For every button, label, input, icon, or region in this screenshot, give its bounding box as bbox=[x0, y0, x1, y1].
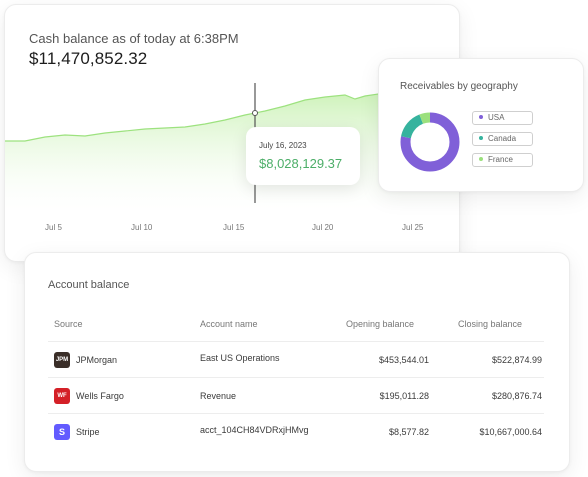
closing-balance: $10,667,000.64 bbox=[479, 427, 542, 437]
legend-dot-icon bbox=[479, 135, 483, 140]
donut-slice-france[interactable] bbox=[400, 112, 460, 172]
closing-balance: $522,874.99 bbox=[491, 355, 542, 365]
x-tick-label: Jul 10 bbox=[131, 223, 153, 232]
legend-item-france[interactable]: France bbox=[472, 153, 533, 167]
account-name: East US Operations bbox=[200, 353, 280, 363]
account-balance-card: Account balance Source Account name Open… bbox=[24, 252, 570, 472]
chart-tooltip: July 16, 2023 $8,028,129.37 bbox=[246, 127, 360, 185]
source-name: Stripe bbox=[76, 427, 100, 437]
column-header-source[interactable]: Source bbox=[54, 319, 83, 329]
legend-dot-icon bbox=[479, 114, 483, 119]
hover-point[interactable] bbox=[252, 110, 258, 116]
x-axis-ticks: Jul 5 Jul 10 Jul 15 Jul 20 Jul 25 bbox=[45, 223, 424, 232]
column-header-closing-balance[interactable]: Closing balance bbox=[458, 319, 523, 329]
cash-balance-title: Cash balance as of today at 6:38PM bbox=[29, 31, 239, 46]
table-row[interactable]: JPM JPMorgan East US Operations $453,544… bbox=[48, 341, 544, 377]
x-tick-label: Jul 15 bbox=[223, 223, 245, 232]
account-name: Revenue bbox=[200, 391, 237, 401]
opening-balance: $8,577.82 bbox=[388, 427, 429, 437]
table-row[interactable]: WF Wells Fargo Revenue $195,011.28 $280,… bbox=[48, 377, 544, 413]
column-header-opening-balance[interactable]: Opening balance bbox=[346, 319, 415, 329]
legend-label: France bbox=[488, 155, 513, 164]
receivables-donut-chart bbox=[400, 112, 460, 172]
column-header-account-name[interactable]: Account name bbox=[200, 319, 258, 329]
closing-balance: $280,876.74 bbox=[491, 391, 542, 401]
legend-item-canada[interactable]: Canada bbox=[472, 132, 533, 146]
x-tick-label: Jul 25 bbox=[402, 223, 424, 232]
account-name: acct_104CH84VDRxjHMvg bbox=[200, 425, 309, 435]
source-name: Wells Fargo bbox=[76, 391, 124, 401]
wells-fargo-logo-icon: WF bbox=[54, 388, 70, 404]
cash-balance-value: $11,470,852.32 bbox=[29, 49, 148, 68]
stripe-logo-icon: S bbox=[54, 424, 70, 440]
legend-label: USA bbox=[488, 113, 505, 122]
opening-balance: $195,011.28 bbox=[379, 391, 429, 401]
jpmorgan-logo-icon: JPM bbox=[54, 352, 70, 368]
account-balance-title: Account balance bbox=[48, 279, 130, 291]
tooltip-value: $8,028,129.37 bbox=[259, 156, 343, 171]
receivables-title: Receivables by geography bbox=[400, 81, 518, 92]
legend-label: Canada bbox=[488, 134, 517, 143]
legend-dot-icon bbox=[479, 156, 483, 161]
receivables-card: Receivables by geography USA Canada Fran… bbox=[378, 58, 584, 192]
legend-item-usa[interactable]: USA bbox=[472, 111, 533, 125]
tooltip-date: July 16, 2023 bbox=[259, 141, 307, 150]
table-row[interactable]: S Stripe acct_104CH84VDRxjHMvg $8,577.82… bbox=[48, 413, 544, 449]
opening-balance: $453,544.01 bbox=[378, 355, 429, 365]
x-tick-label: Jul 5 bbox=[45, 223, 62, 232]
source-name: JPMorgan bbox=[76, 355, 118, 365]
x-tick-label: Jul 20 bbox=[312, 223, 334, 232]
